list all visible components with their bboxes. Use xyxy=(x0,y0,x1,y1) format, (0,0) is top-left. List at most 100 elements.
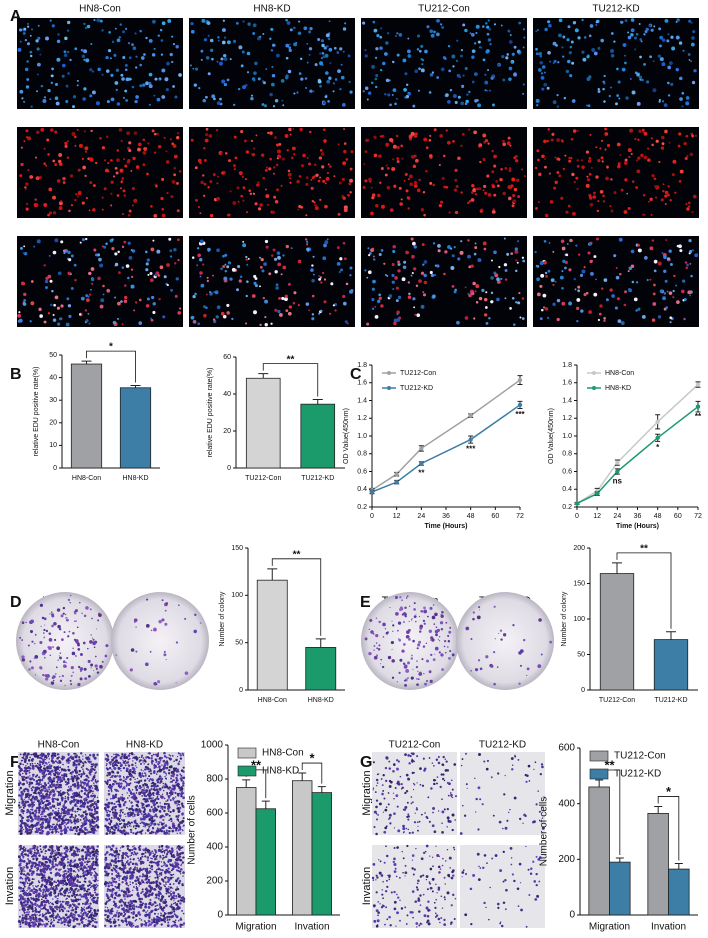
cell xyxy=(50,81,54,85)
cell xyxy=(35,786,39,790)
cell xyxy=(165,800,167,803)
cell xyxy=(130,284,135,289)
cell xyxy=(174,262,177,265)
colony xyxy=(28,668,31,671)
cell xyxy=(169,755,172,757)
cell xyxy=(168,768,171,772)
cell xyxy=(52,313,55,316)
cell xyxy=(488,89,492,92)
cell xyxy=(182,770,185,773)
cell xyxy=(153,799,156,801)
colony xyxy=(493,682,496,686)
cell xyxy=(146,777,149,780)
cell xyxy=(95,101,100,106)
cell xyxy=(27,792,30,795)
cell xyxy=(143,787,145,789)
cell xyxy=(51,756,55,759)
cell xyxy=(88,787,91,791)
cell xyxy=(61,63,66,68)
cell xyxy=(69,760,71,762)
cell xyxy=(76,794,79,797)
cell xyxy=(603,82,606,85)
cell xyxy=(63,793,65,795)
cell xyxy=(69,755,73,758)
cell xyxy=(39,791,43,795)
cell xyxy=(259,203,263,207)
cell xyxy=(114,781,117,784)
cell xyxy=(145,791,147,793)
cell xyxy=(104,159,107,162)
cell xyxy=(200,180,204,185)
cell xyxy=(90,765,93,768)
cell xyxy=(501,139,505,143)
cell xyxy=(226,78,230,82)
cell xyxy=(25,85,30,89)
cell xyxy=(114,816,118,819)
cell xyxy=(91,70,95,73)
cell xyxy=(52,211,57,215)
cell xyxy=(125,815,127,818)
cell xyxy=(464,66,468,70)
cell xyxy=(180,792,184,795)
cell xyxy=(688,238,692,243)
cell xyxy=(321,271,325,275)
cell xyxy=(126,755,128,758)
cell xyxy=(507,136,511,140)
cell xyxy=(23,252,28,256)
cell xyxy=(44,890,47,893)
cell xyxy=(107,822,110,825)
cell xyxy=(109,819,113,823)
colony xyxy=(87,647,89,650)
cell xyxy=(675,284,678,287)
fluorescence-image xyxy=(17,18,183,109)
cell xyxy=(153,214,158,218)
cell xyxy=(180,795,183,798)
cell xyxy=(23,100,26,103)
cell xyxy=(683,141,687,146)
cell xyxy=(141,759,143,761)
cell xyxy=(178,792,181,795)
cell xyxy=(149,772,153,775)
cell xyxy=(541,87,545,91)
cell xyxy=(212,173,216,177)
cell xyxy=(156,97,161,102)
cell xyxy=(548,242,551,244)
cell xyxy=(456,320,460,325)
cell xyxy=(289,177,292,180)
cell xyxy=(511,296,515,300)
colony xyxy=(184,617,187,620)
colony xyxy=(51,611,53,614)
cell xyxy=(162,759,166,763)
cell xyxy=(20,823,22,826)
cell xyxy=(442,154,446,158)
cell xyxy=(401,157,404,160)
cell xyxy=(94,765,97,768)
cell xyxy=(592,195,597,199)
cell xyxy=(457,257,461,261)
cell xyxy=(115,826,118,830)
cell xyxy=(24,768,28,772)
cell xyxy=(657,315,662,319)
cell xyxy=(52,783,56,787)
cell xyxy=(491,209,496,214)
cell xyxy=(19,40,22,43)
cell xyxy=(515,301,518,304)
cell xyxy=(689,294,692,297)
cell xyxy=(205,127,209,131)
cell xyxy=(245,258,248,261)
cell xyxy=(128,141,132,145)
cell xyxy=(70,803,72,805)
cell xyxy=(84,815,88,819)
cell xyxy=(153,803,155,806)
colony xyxy=(435,633,438,637)
cell xyxy=(378,296,382,300)
cell xyxy=(277,262,282,267)
cell xyxy=(501,55,505,59)
cell xyxy=(82,787,84,790)
cell xyxy=(176,807,180,810)
cell xyxy=(507,185,512,190)
cell xyxy=(547,269,551,273)
cell xyxy=(170,777,172,780)
cell xyxy=(171,179,176,184)
cell xyxy=(224,263,227,266)
